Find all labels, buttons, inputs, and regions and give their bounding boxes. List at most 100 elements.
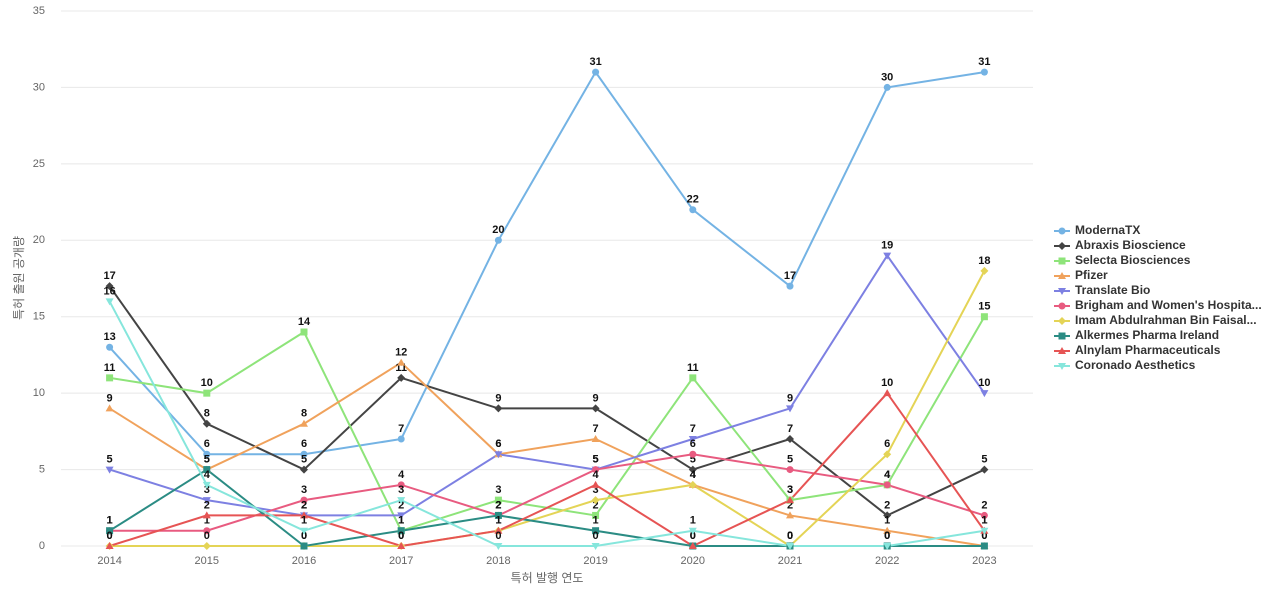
data-label: 11 [395, 362, 407, 374]
data-point [494, 451, 503, 459]
data-label: 6 [690, 438, 696, 450]
legend-marker [1058, 302, 1066, 310]
data-point [883, 511, 892, 520]
data-label: 10 [881, 377, 893, 389]
data-label: 2 [884, 499, 890, 511]
data-label: 10 [201, 377, 213, 389]
data-label: 2 [981, 499, 987, 511]
legend-label: Alkermes Pharma Ireland [1075, 328, 1219, 342]
x-axis-title: 특허 발행 연도 [511, 570, 584, 585]
data-point [689, 206, 697, 214]
data-point [105, 542, 114, 549]
series-line [109, 316, 986, 532]
y-tick-label: 5 [39, 463, 45, 475]
data-point [203, 527, 211, 535]
legend-marker [1058, 332, 1066, 340]
data-point [591, 404, 600, 413]
data-label: 1 [204, 515, 210, 527]
data-label: 9 [787, 392, 793, 404]
data-label: 5 [690, 453, 696, 465]
data-label: 1 [690, 515, 696, 527]
data-label: 1 [107, 515, 113, 527]
data-label: 0 [981, 530, 987, 542]
data-label: 3 [787, 484, 793, 496]
series-line [108, 285, 985, 517]
data-label: 5 [204, 453, 210, 465]
data-point [494, 543, 503, 550]
data-point [106, 527, 114, 535]
data-label: 4 [593, 469, 600, 481]
data-point [980, 465, 989, 474]
x-tick-label: 2015 [195, 555, 219, 567]
legend-marker [1058, 288, 1066, 295]
data-label: 3 [204, 484, 210, 496]
data-point [494, 511, 502, 519]
data-point [883, 526, 892, 534]
data-point [105, 466, 114, 474]
data-label: 8 [204, 408, 210, 420]
data-point [591, 543, 600, 550]
data-point [688, 480, 697, 489]
legend-label: Pfizer [1075, 268, 1108, 282]
data-label: 6 [301, 438, 307, 450]
y-tick-label: 25 [33, 158, 45, 170]
data-point [106, 374, 114, 382]
data-point [980, 542, 988, 550]
series-line [109, 270, 986, 548]
data-point [494, 404, 503, 413]
data-point [300, 450, 308, 458]
data-point [883, 481, 891, 489]
data-point [300, 527, 308, 535]
data-point [105, 298, 114, 306]
data-point [883, 252, 892, 260]
x-tick-label: 2023 [972, 555, 996, 567]
data-label: 0 [981, 530, 987, 542]
data-point [786, 405, 794, 413]
x-tick-label: 2019 [583, 555, 607, 567]
series-line [109, 391, 986, 548]
legend-marker [1058, 257, 1066, 265]
data-point [591, 496, 600, 505]
x-tick-label: 2017 [389, 555, 413, 567]
data-point [397, 481, 405, 489]
data-label: 1 [107, 515, 113, 527]
data-point [300, 328, 308, 336]
data-point [494, 526, 503, 534]
data-point [980, 266, 989, 275]
data-point [105, 404, 114, 412]
data-label: 2 [593, 499, 599, 511]
data-label: 6 [495, 438, 501, 450]
data-label: 2 [787, 499, 793, 511]
data-label: 11 [104, 362, 116, 374]
data-label: 0 [884, 530, 890, 542]
data-point [591, 480, 600, 488]
data-label: 5 [204, 453, 210, 465]
legend-marker [1058, 363, 1066, 370]
legend-label: Abraxis Bioscience [1075, 238, 1186, 252]
legend-label: Alnylam Pharmaceuticals [1075, 343, 1221, 357]
data-label: 2 [398, 499, 404, 511]
data-point [494, 496, 502, 504]
data-label: 30 [881, 71, 893, 83]
x-tick-label: 2014 [97, 555, 121, 567]
data-label: 2 [301, 499, 307, 511]
series-line [109, 361, 985, 547]
data-label: 4 [884, 469, 891, 481]
legend-marker [1058, 227, 1066, 235]
data-label: 4 [204, 469, 211, 481]
x-tick-label: 2021 [778, 555, 802, 567]
data-label: 13 [103, 331, 115, 343]
x-tick-label: 2020 [681, 555, 705, 567]
data-point [397, 435, 405, 443]
data-label: 6 [495, 438, 501, 450]
data-point [397, 358, 406, 366]
data-label: 6 [884, 438, 890, 450]
data-point [202, 419, 211, 428]
data-point [202, 542, 211, 550]
legend-label: Translate Bio [1075, 283, 1150, 297]
data-point [786, 282, 794, 290]
data-label: 7 [787, 423, 793, 435]
data-point [105, 282, 114, 291]
data-label: 0 [690, 530, 696, 542]
